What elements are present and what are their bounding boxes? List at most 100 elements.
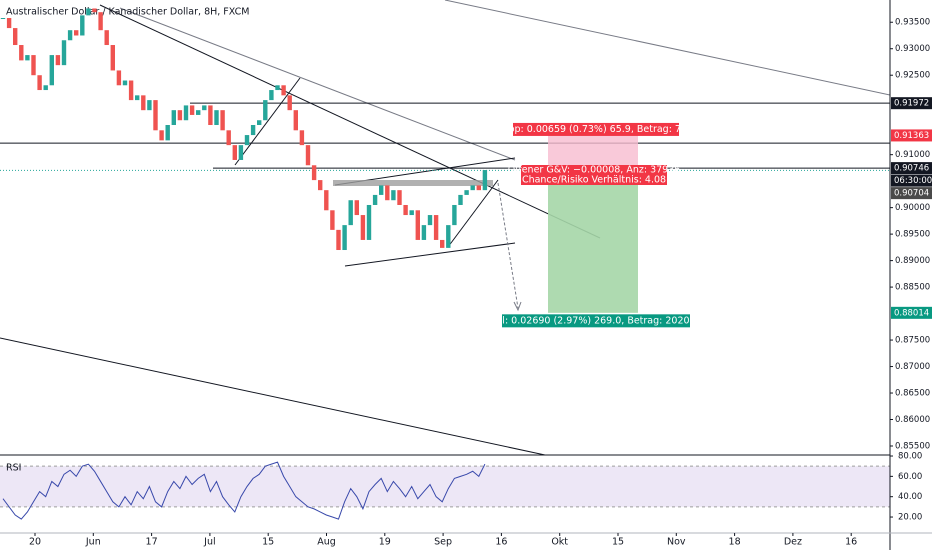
price-badge xyxy=(891,97,932,110)
x-tick-label: Okt xyxy=(551,537,568,548)
position-label-bg xyxy=(513,122,679,136)
candle xyxy=(0,18,6,20)
candle xyxy=(6,18,12,29)
candle xyxy=(391,190,396,201)
candle xyxy=(141,95,146,111)
x-tick-label: 16 xyxy=(845,537,857,548)
candle xyxy=(110,45,115,71)
candle xyxy=(202,105,207,111)
candle xyxy=(61,40,67,66)
y-tick-label: 0.88500 xyxy=(895,283,930,293)
price-badge xyxy=(891,162,932,175)
candle xyxy=(55,55,61,66)
candle xyxy=(159,130,164,141)
position-label-bg xyxy=(502,314,690,328)
candle xyxy=(293,110,298,131)
candle xyxy=(433,215,439,240)
price-badge-label: 0.91972 xyxy=(894,99,929,109)
candle xyxy=(183,105,189,121)
candle xyxy=(330,210,335,230)
candle xyxy=(86,8,91,16)
price-badge-label: 0.88014 xyxy=(894,308,929,318)
candle xyxy=(446,225,451,248)
x-tick-label: Jun xyxy=(85,537,101,548)
candle xyxy=(263,100,268,121)
candle xyxy=(171,110,176,126)
target-zone xyxy=(548,168,638,313)
candle xyxy=(476,185,481,191)
candle xyxy=(135,95,140,101)
y-tick-label: 0.89500 xyxy=(895,230,930,240)
candle xyxy=(287,95,292,111)
x-tick-label: 16 xyxy=(495,537,507,548)
candle xyxy=(92,8,97,13)
candle xyxy=(360,215,366,240)
candle xyxy=(13,28,18,46)
candle xyxy=(67,30,73,41)
trend-line xyxy=(447,179,499,248)
y-tick-label: 80.00 xyxy=(898,452,922,462)
x-tick-label: 19 xyxy=(379,537,391,548)
candle xyxy=(214,110,219,126)
candle xyxy=(318,180,323,191)
candle xyxy=(452,204,457,226)
x-tick-label: 18 xyxy=(729,537,741,548)
trend-line xyxy=(99,4,601,239)
rsi-band xyxy=(0,466,890,507)
y-tick-label: 0.92500 xyxy=(895,71,930,81)
x-tick-label: Dez xyxy=(784,537,802,548)
y-tick-label: 0.85500 xyxy=(895,441,930,451)
candle xyxy=(311,165,317,181)
candle xyxy=(19,45,24,61)
y-tick-label: 0.87000 xyxy=(895,362,930,372)
candle xyxy=(104,30,109,46)
candle xyxy=(196,110,201,115)
candle xyxy=(421,225,427,240)
position-label: Stop: 0.00659 (0.73%) 65.9, Betrag: 750 xyxy=(499,124,693,135)
candle xyxy=(470,185,475,191)
candle xyxy=(238,145,244,160)
candle xyxy=(403,204,408,216)
x-tick-label: Jul xyxy=(203,537,215,548)
price-axis xyxy=(890,0,932,550)
y-tick-label: 40.00 xyxy=(898,492,922,502)
candle xyxy=(43,85,48,91)
candle xyxy=(464,190,469,195)
candle xyxy=(366,204,372,240)
candle xyxy=(427,215,433,226)
stop-zone xyxy=(548,135,638,169)
candle xyxy=(49,55,54,86)
candle xyxy=(177,110,183,121)
candle xyxy=(409,210,414,216)
trend-line xyxy=(119,7,516,161)
arrow xyxy=(497,182,519,309)
price-badge xyxy=(891,174,932,187)
candle xyxy=(482,170,488,191)
position-label: Ziel: 0.02690 (2.97%) 269.0, Betrag: 202… xyxy=(487,315,704,326)
y-tick-label: 0.86500 xyxy=(895,389,930,399)
candle xyxy=(458,194,463,205)
candle xyxy=(250,125,256,136)
trend-line xyxy=(444,0,891,96)
candle xyxy=(415,210,420,240)
x-tick-label: 20 xyxy=(29,537,41,548)
y-tick-label: 0.93000 xyxy=(895,44,930,54)
candle xyxy=(128,80,134,101)
x-tick-label: 15 xyxy=(612,537,624,548)
candle xyxy=(98,12,103,31)
arrow-head xyxy=(513,301,522,312)
y-tick-label: 0.87500 xyxy=(895,336,930,346)
x-tick-label: Nov xyxy=(667,537,686,548)
trend-line xyxy=(0,337,546,456)
candle xyxy=(80,15,85,36)
zone-bar xyxy=(333,180,493,186)
candle xyxy=(348,200,353,226)
candle xyxy=(336,229,341,251)
y-tick-label: 20.00 xyxy=(898,513,922,523)
y-tick-label: 0.89000 xyxy=(895,256,930,266)
candle xyxy=(226,130,231,146)
price-badge-label: 0.91363 xyxy=(894,131,929,141)
rsi-label: RSI xyxy=(6,463,21,474)
